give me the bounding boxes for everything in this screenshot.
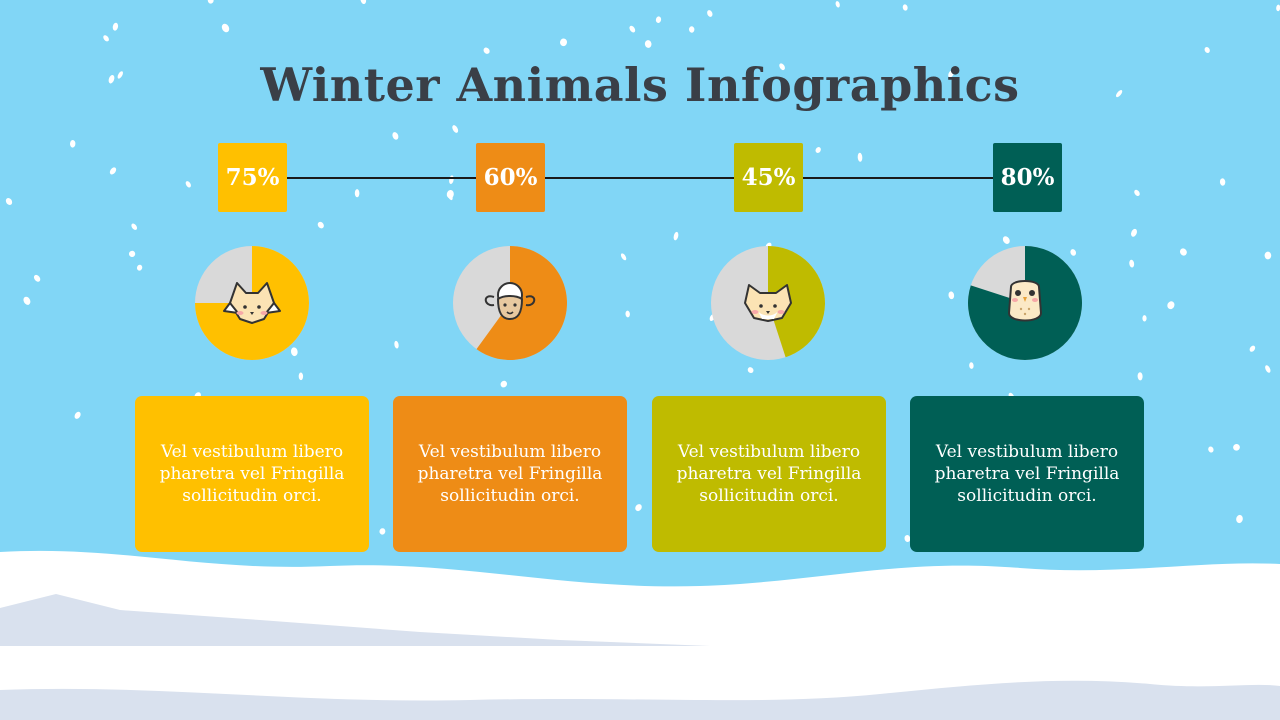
snowflake <box>1276 4 1280 12</box>
description-text: Vel vestibulum libero pharetra vel Fring… <box>676 442 862 506</box>
snowflake <box>1179 248 1187 256</box>
snowflake <box>446 190 454 199</box>
description-card-2: Vel vestibulum libero pharetra vel Fring… <box>393 396 627 552</box>
description-card-4: Vel vestibulum libero pharetra vel Fring… <box>910 396 1144 552</box>
snowflake <box>1002 236 1010 244</box>
foreground-drift <box>0 680 1280 720</box>
snowflake <box>392 132 399 140</box>
cat-icon <box>744 284 792 322</box>
snowflake <box>117 71 123 79</box>
snowflake <box>948 70 954 78</box>
snowflake <box>379 528 386 535</box>
snowflake <box>969 362 974 369</box>
snowflake <box>1129 259 1135 268</box>
timeline-connector <box>286 177 994 179</box>
snowflake <box>317 221 324 229</box>
pie-slice <box>768 246 825 358</box>
description-text: Vel vestibulum libero pharetra vel Fring… <box>934 442 1120 506</box>
snowflake <box>354 189 360 198</box>
percent-label: 60% <box>483 164 538 191</box>
snowflake <box>69 140 76 148</box>
snowflake <box>112 22 119 31</box>
snowflake <box>1115 90 1123 98</box>
snowflake <box>207 0 214 4</box>
snowflake <box>185 181 191 188</box>
snowflake <box>109 167 117 175</box>
sheep-icon <box>484 282 536 321</box>
snowflake <box>835 1 840 8</box>
snowflake <box>1233 443 1240 451</box>
snowflake <box>559 38 568 47</box>
snowflake <box>655 16 662 23</box>
snowflake <box>1219 178 1226 186</box>
snowflake <box>298 372 304 381</box>
percent-badge-1: 75% <box>218 143 287 212</box>
snowflake <box>500 380 508 388</box>
snowflake <box>131 223 138 230</box>
owl-icon <box>1007 280 1043 322</box>
snowflake <box>290 347 298 357</box>
snowflake <box>948 291 955 300</box>
snowflake <box>747 367 754 374</box>
snowflake <box>1208 446 1214 453</box>
snowflake <box>904 535 911 542</box>
snowflake <box>136 264 143 271</box>
percent-badge-3: 45% <box>734 143 803 212</box>
snowflake <box>644 40 652 48</box>
snowflake <box>1131 228 1137 237</box>
percent-label: 80% <box>1000 164 1055 191</box>
snowflake <box>33 274 41 282</box>
snowflake <box>635 504 642 512</box>
snowflake <box>620 253 627 261</box>
pie-chart-4 <box>968 246 1083 360</box>
snowflake <box>629 25 636 33</box>
slide-title: Winter Animals Infographics <box>260 58 1020 112</box>
description-card-1: Vel vestibulum libero pharetra vel Fring… <box>135 396 369 552</box>
snowflake <box>1167 301 1175 310</box>
snowflake <box>103 35 109 42</box>
snowflake <box>1137 372 1143 381</box>
snowflake <box>394 340 399 349</box>
snowflake <box>857 152 863 162</box>
snowflake <box>1134 189 1140 196</box>
description-text: Vel vestibulum libero pharetra vel Fring… <box>159 442 345 506</box>
snowflake <box>5 198 13 205</box>
snowflake <box>1142 315 1147 322</box>
snowflake <box>452 125 459 133</box>
pie-chart-2 <box>453 246 568 360</box>
snowflake <box>128 250 136 257</box>
snowflake <box>688 26 695 33</box>
snowflake <box>902 4 908 11</box>
snowflake <box>625 310 630 318</box>
snowflake <box>1264 251 1272 260</box>
description-text: Vel vestibulum libero pharetra vel Fring… <box>417 442 603 506</box>
snowflake <box>221 23 230 33</box>
percent-label: 45% <box>741 164 796 191</box>
snowflake <box>815 147 821 153</box>
distant-hill-left <box>0 594 710 646</box>
snowflake <box>1204 47 1210 53</box>
snowflake <box>673 231 679 241</box>
snowflake <box>108 74 115 84</box>
snowflake <box>1265 365 1271 373</box>
snowflake <box>1236 514 1243 524</box>
fox-icon <box>223 282 281 324</box>
snowflake <box>483 47 490 54</box>
snowflake <box>1070 249 1076 256</box>
pie-chart-3 <box>711 246 825 360</box>
description-card-3: Vel vestibulum libero pharetra vel Fring… <box>652 396 886 552</box>
percent-badge-2: 60% <box>476 143 545 212</box>
snowflake <box>707 10 713 17</box>
snowflake <box>1249 345 1256 352</box>
percent-badge-4: 80% <box>993 143 1062 212</box>
percent-label: 75% <box>225 164 280 191</box>
snowflake <box>23 296 31 305</box>
snowflake <box>360 0 367 5</box>
snowflake <box>779 63 785 71</box>
snowflake <box>74 411 81 419</box>
pie-chart-1 <box>195 246 309 360</box>
